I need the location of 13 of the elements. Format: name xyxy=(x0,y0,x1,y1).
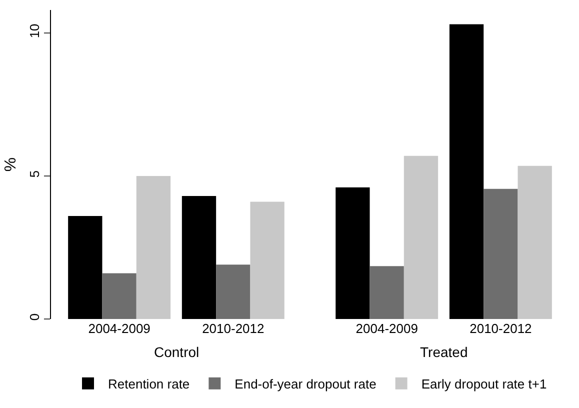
y-tick-label: 10 xyxy=(26,24,42,38)
text: Control xyxy=(154,344,200,360)
y-tick-label: 0 xyxy=(26,313,42,321)
y-axis-title: % xyxy=(2,157,20,172)
x-tick-label: 2010-2012 xyxy=(470,321,532,336)
x-tick-label: 2004-2009 xyxy=(356,321,418,336)
text: Treated xyxy=(420,344,468,360)
legend-label: End-of-year dropout rate xyxy=(234,376,376,392)
x-tick-label: 2010-2012 xyxy=(202,321,264,336)
legend-label: Early dropout rate t+1 xyxy=(421,376,547,392)
legend-label: Retention rate xyxy=(108,376,190,392)
y-tick-label: 5 xyxy=(26,170,42,178)
x-tick-label: 2004-2009 xyxy=(88,321,150,336)
